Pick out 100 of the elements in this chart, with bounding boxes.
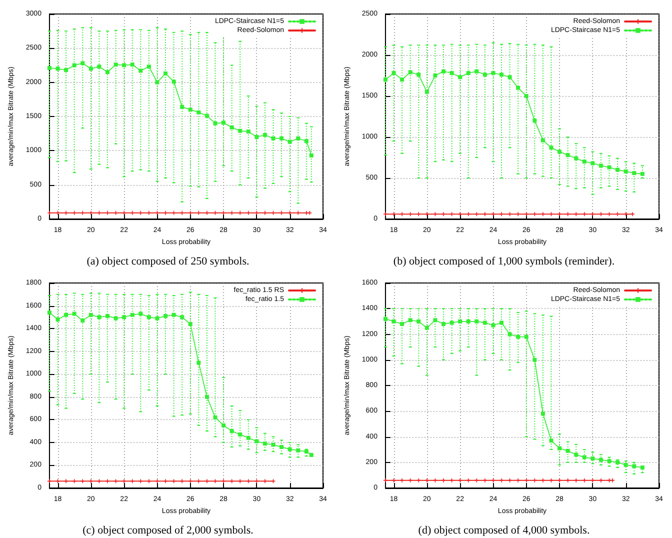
point [47, 479, 52, 484]
point [180, 104, 184, 109]
point [441, 322, 446, 326]
point [558, 478, 562, 482]
point [196, 360, 201, 365]
point [64, 479, 68, 484]
point [238, 210, 242, 215]
point [88, 312, 93, 317]
point [222, 423, 226, 428]
point [130, 479, 134, 484]
point [130, 312, 134, 317]
point [180, 479, 184, 484]
point [180, 315, 184, 320]
point [458, 478, 462, 482]
point [204, 479, 209, 484]
point [598, 478, 603, 482]
point [500, 212, 504, 216]
point [607, 165, 612, 170]
point [80, 210, 85, 215]
point [288, 140, 292, 144]
point [254, 210, 259, 215]
point [558, 150, 562, 154]
point [64, 210, 68, 215]
point [172, 312, 176, 317]
point [549, 146, 554, 150]
point [146, 210, 151, 215]
point [482, 72, 487, 77]
point [271, 136, 276, 140]
point [466, 212, 470, 216]
point [105, 210, 110, 215]
point [632, 171, 636, 176]
point [238, 432, 242, 436]
point [630, 212, 634, 216]
point [500, 72, 504, 77]
point [138, 479, 143, 484]
point [56, 317, 60, 322]
point [441, 478, 446, 482]
point [516, 86, 520, 90]
point [238, 479, 242, 484]
point [254, 135, 259, 139]
point [590, 456, 595, 461]
point [574, 212, 578, 216]
point [296, 448, 300, 452]
point [458, 319, 462, 324]
point [188, 322, 192, 326]
text: (a) object composed of 250 symbols. [86, 256, 250, 268]
point [138, 312, 143, 316]
point [598, 458, 603, 462]
point [491, 212, 496, 216]
point [271, 442, 276, 447]
point [441, 212, 446, 216]
point [288, 447, 292, 452]
point [450, 71, 454, 76]
text: (b) object composed of 1,000 symbols (reminder). [393, 256, 615, 268]
point [482, 320, 487, 325]
point [590, 212, 595, 216]
point [582, 455, 586, 460]
point [474, 319, 479, 324]
point [88, 210, 93, 215]
point [72, 312, 76, 316]
point [230, 125, 234, 130]
point [566, 212, 570, 216]
point [246, 210, 250, 215]
point [155, 210, 160, 215]
point [524, 334, 528, 339]
point [474, 69, 479, 74]
point [582, 160, 586, 164]
point [416, 478, 421, 482]
point [222, 210, 226, 215]
point [433, 74, 438, 78]
point [246, 436, 250, 440]
point [458, 75, 462, 80]
point [574, 452, 578, 457]
point [138, 68, 143, 73]
point [450, 320, 454, 325]
point [450, 212, 454, 216]
point [122, 315, 126, 320]
point [47, 66, 52, 70]
point [549, 438, 554, 443]
point [383, 78, 388, 82]
point [383, 478, 388, 482]
point [309, 153, 314, 158]
point [130, 62, 134, 67]
point [280, 210, 284, 215]
point [304, 210, 308, 215]
point [598, 164, 603, 168]
point [80, 318, 85, 323]
point [204, 114, 209, 118]
point [610, 478, 615, 482]
point [607, 459, 612, 464]
point [458, 212, 462, 216]
point [424, 478, 429, 482]
point [230, 210, 234, 215]
point [433, 212, 438, 216]
point [56, 210, 60, 215]
point [146, 479, 151, 484]
point [466, 478, 470, 482]
point [188, 108, 192, 112]
point [213, 415, 218, 420]
point [607, 212, 612, 216]
